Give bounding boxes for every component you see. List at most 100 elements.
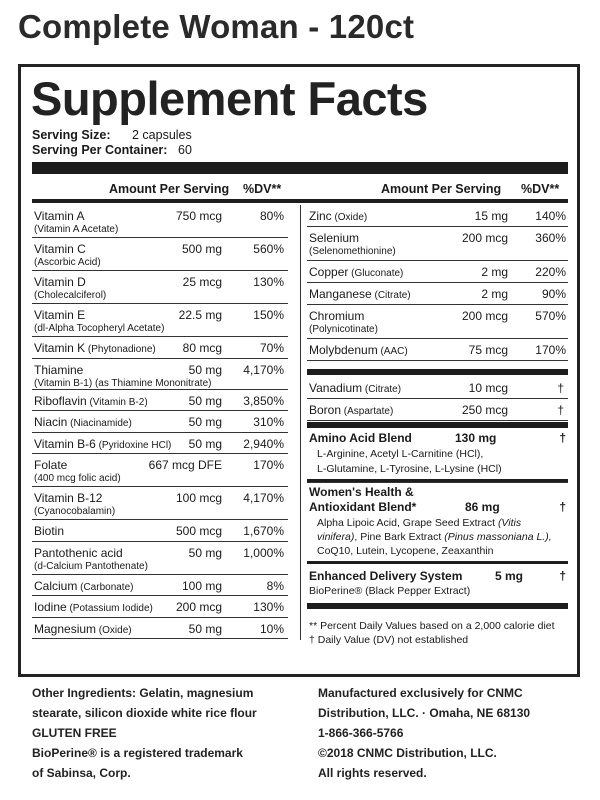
- header-divider: [32, 199, 568, 203]
- gluten-free: GLUTEN FREE: [32, 726, 117, 740]
- nutrient-name: Manganese (Citrate): [309, 287, 411, 301]
- nutrient-dv: 220%: [535, 265, 566, 279]
- nutrient-amount: 50 mg: [188, 621, 222, 636]
- left-nutrient-row: Pantothenic acid (d-Calcium Pantothenate)…: [32, 542, 288, 575]
- womens-health-blend: Women's Health & Antioxidant Blend* 86 m…: [307, 485, 568, 559]
- nutrient-dv: 130%: [253, 275, 284, 289]
- nutrient-name: Niacin (Niacinamide): [34, 415, 132, 429]
- nutrient-name: Vitamin D (Cholecalciferol): [34, 275, 107, 301]
- left-nutrient-row: Thiamine (Vitamin B-1) (as Thiamine Monon…: [32, 359, 288, 390]
- left-dv-header: %DV**: [243, 182, 282, 196]
- other-ingredients-line-1: Other Ingredients: Gelatin, magnesium: [32, 686, 254, 700]
- nutrient-name: Riboflavin (Vitamin B-2): [34, 393, 148, 408]
- right-nutrient-row: Molybdenum (AAC) 75 mcg 170%: [307, 339, 568, 361]
- nutrient-amount: 50 mg: [188, 393, 222, 408]
- nutrient-amount: 75 mcg: [468, 343, 508, 357]
- servings-label: Serving Per Container:: [32, 143, 168, 157]
- panel-title: Supplement Facts: [31, 72, 428, 125]
- nutrient-dv: 560%: [253, 242, 284, 256]
- manufacturer-line-1: Manufactured exclusively for CNMC: [318, 686, 523, 700]
- left-amount-header: Amount Per Serving: [109, 182, 230, 196]
- left-nutrient-row: Calcium (Carbonate) 100 mg 8%: [32, 575, 288, 596]
- delivery-divider: [307, 561, 568, 564]
- womens-blend-line-2: vinifera), Pine Bark Extract (Pinus mass…: [317, 531, 552, 543]
- nutrient-dv: 8%: [266, 578, 284, 593]
- nutrient-source: (Oxide): [96, 624, 132, 636]
- nutrient-source: (Pyridoxine HCl): [95, 439, 172, 451]
- nutrient-amount: 250 mcg: [461, 403, 508, 417]
- nutrient-dv: 70%: [259, 341, 284, 355]
- manufacturer-info: Manufactured exclusively for CNMC Distri…: [318, 683, 530, 783]
- womens-blend-line-1: Alpha Lipoic Acid, Grape Seed Extract (V…: [317, 517, 522, 529]
- nutrient-name: Zinc (Oxide): [309, 209, 368, 223]
- nutrient-dv: 310%: [253, 415, 284, 429]
- trademark-line-2: of Sabinsa, Corp.: [32, 766, 131, 780]
- nutrient-amount: 50 mg: [188, 362, 222, 377]
- nutrient-name: Vitamin A (Vitamin A Acetate): [34, 209, 119, 235]
- amino-blend-amount: 130 mg: [455, 431, 497, 445]
- left-nutrient-row: Folate (400 mcg folic acid) 667 mcg DFE 170…: [32, 454, 288, 487]
- nutrient-amount: 50 mg: [188, 415, 222, 429]
- nutrient-name: Magnesium (Oxide): [34, 621, 132, 636]
- footnote-divider: [307, 603, 568, 609]
- nutrient-dv: †: [557, 381, 564, 395]
- left-nutrient-row: Vitamin B-12 (Cyanocobalamin) 100 mcg 4,170…: [32, 487, 288, 520]
- trademark-line-1: BioPerine® is a registered trademark: [32, 746, 243, 760]
- nutrient-source: (Oxide): [331, 212, 368, 223]
- right-nutrient-row: Zinc (Oxide) 15 mg 140%: [307, 205, 568, 227]
- right-nutrient-row: Selenium (Selenomethionine) 200 mcg 360%: [307, 227, 568, 261]
- nutrient-name: Boron (Aspartate): [309, 403, 394, 417]
- nutrient-dv: 130%: [253, 600, 284, 614]
- nutrient-name: Selenium (Selenomethionine): [309, 231, 396, 257]
- delivery-dv: †: [559, 569, 566, 583]
- servings-value: 60: [178, 143, 192, 157]
- blend-divider: [307, 422, 568, 428]
- nutrient-dv: 3,850%: [243, 393, 284, 408]
- amino-acid-blend: Amino Acid Blend 130 mg † L-Arginine, Ac…: [307, 431, 568, 483]
- left-nutrient-row: Vitamin D (Cholecalciferol) 25 mcg 130%: [32, 271, 288, 304]
- nutrient-dv: 1,670%: [243, 524, 284, 538]
- nutrient-amount: 100 mg: [181, 578, 222, 593]
- nutrient-source: (Citrate): [371, 290, 411, 301]
- nutrient-dv: 140%: [535, 209, 566, 223]
- nutrient-source: (Niacinamide): [67, 418, 132, 429]
- nutrient-amount: 22.5 mg: [178, 308, 222, 322]
- right-nutrient-row: Copper (Gluconate) 2 mg 220%: [307, 261, 568, 283]
- nutrient-source: (Polynicotinate): [309, 324, 378, 335]
- left-nutrient-row: Magnesium (Oxide) 50 mg 10%: [32, 618, 288, 639]
- nutrient-dv: 170%: [253, 458, 284, 472]
- nutrient-dv: 150%: [253, 308, 284, 322]
- nutrient-source: (d-Calcium Pantothenate): [34, 560, 148, 572]
- womens-blend-dv: †: [559, 500, 566, 514]
- nutrient-name: Vitamin E (dl-Alpha Tocopheryl Acetate): [34, 308, 165, 334]
- nutrient-amount: 500 mcg: [175, 524, 222, 538]
- nutrient-dv: 4,170%: [243, 491, 284, 505]
- nutrient-amount: 15 mg: [474, 209, 508, 223]
- top-divider: [32, 162, 568, 174]
- nutrient-amount: 500 mg: [181, 242, 222, 256]
- amino-blend-name: Amino Acid Blend: [309, 431, 412, 445]
- right-amount-header: Amount Per Serving: [381, 182, 502, 196]
- delivery-name: Enhanced Delivery System: [309, 569, 463, 583]
- nutrient-name: Vitamin K (Phytonadione): [34, 341, 156, 355]
- nutrient-source: (Vitamin B-2): [86, 396, 148, 408]
- nutrient-amount: 200 mcg: [461, 309, 508, 323]
- serving-size-value: 2 capsules: [132, 128, 192, 142]
- right-nutrient-row: Vanadium (Citrate) 10 mcg †: [307, 377, 568, 399]
- nutrient-amount: 50 mg: [188, 545, 222, 560]
- nutrient-name: Vitamin C (Ascorbic Acid): [34, 242, 101, 268]
- nutrient-dv: 80%: [259, 209, 284, 223]
- nutrient-name: Biotin: [34, 524, 65, 538]
- delivery-line-1: BioPerine® (Black Pepper Extract): [309, 585, 471, 597]
- nutrient-dv: 10%: [259, 621, 284, 636]
- womens-blend-divider: [307, 479, 568, 482]
- nutrient-source: (Ascorbic Acid): [34, 257, 101, 268]
- right-section-divider: [307, 369, 568, 375]
- womens-blend-amount: 86 mg: [465, 500, 500, 514]
- nutrient-source: (Phytonadione): [85, 344, 156, 355]
- right-nutrient-row: Boron (Aspartate) 250 mcg †: [307, 399, 568, 421]
- left-nutrient-row: Vitamin B-6 (Pyridoxine HCl) 50 mg 2,940%: [32, 433, 288, 454]
- nutrient-dv: 90%: [541, 287, 566, 301]
- supplement-facts-panel: Supplement Facts Serving Size: 2 capsule…: [18, 64, 580, 677]
- nutrient-amount: 100 mcg: [175, 491, 222, 505]
